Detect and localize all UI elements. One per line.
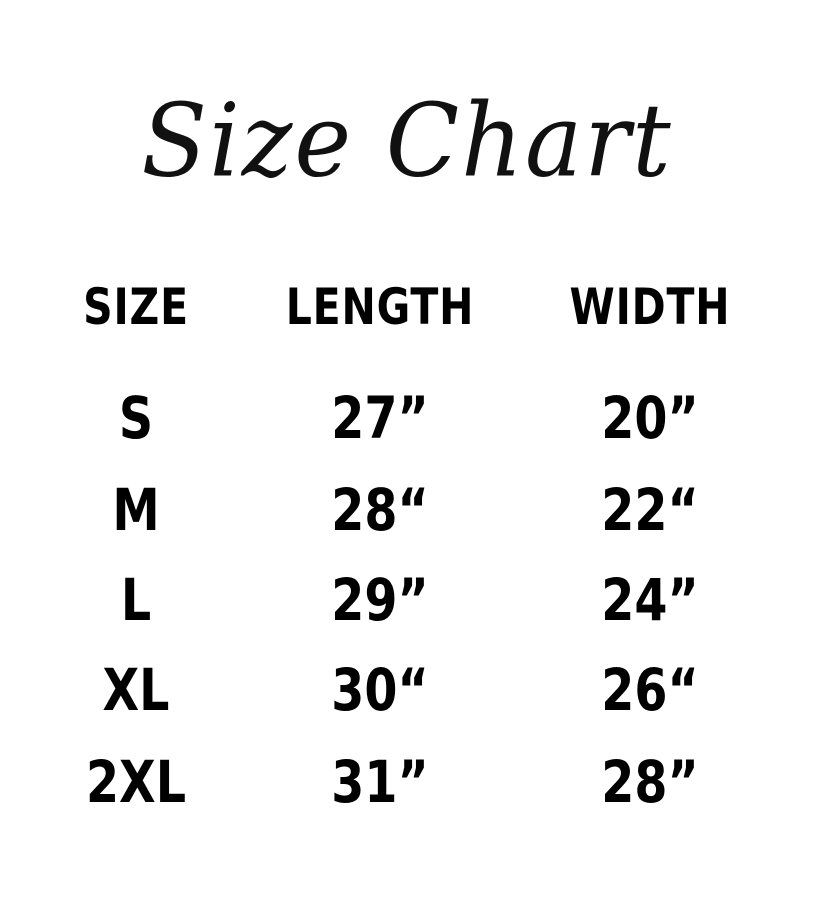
row-size: S xyxy=(118,384,154,452)
row-length: 28“ xyxy=(331,476,429,544)
row-size: M xyxy=(112,476,160,544)
row-width: 24” xyxy=(601,566,699,634)
row-width: 28” xyxy=(601,748,699,816)
row-width: 22“ xyxy=(601,476,699,544)
row-size: 2XL xyxy=(85,748,187,816)
row-length: 30“ xyxy=(331,656,429,724)
size-chart-title: Size Chart xyxy=(141,82,673,200)
header-width: WIDTH xyxy=(569,278,731,336)
row-size: XL xyxy=(102,656,170,724)
row-width: 20” xyxy=(601,384,699,452)
row-length: 27” xyxy=(331,384,429,452)
row-length: 31” xyxy=(331,748,429,816)
row-width: 26“ xyxy=(601,656,699,724)
row-length: 29” xyxy=(331,566,429,634)
row-size: L xyxy=(120,566,152,634)
header-size: SIZE xyxy=(83,278,189,336)
header-length: LENGTH xyxy=(285,278,475,336)
